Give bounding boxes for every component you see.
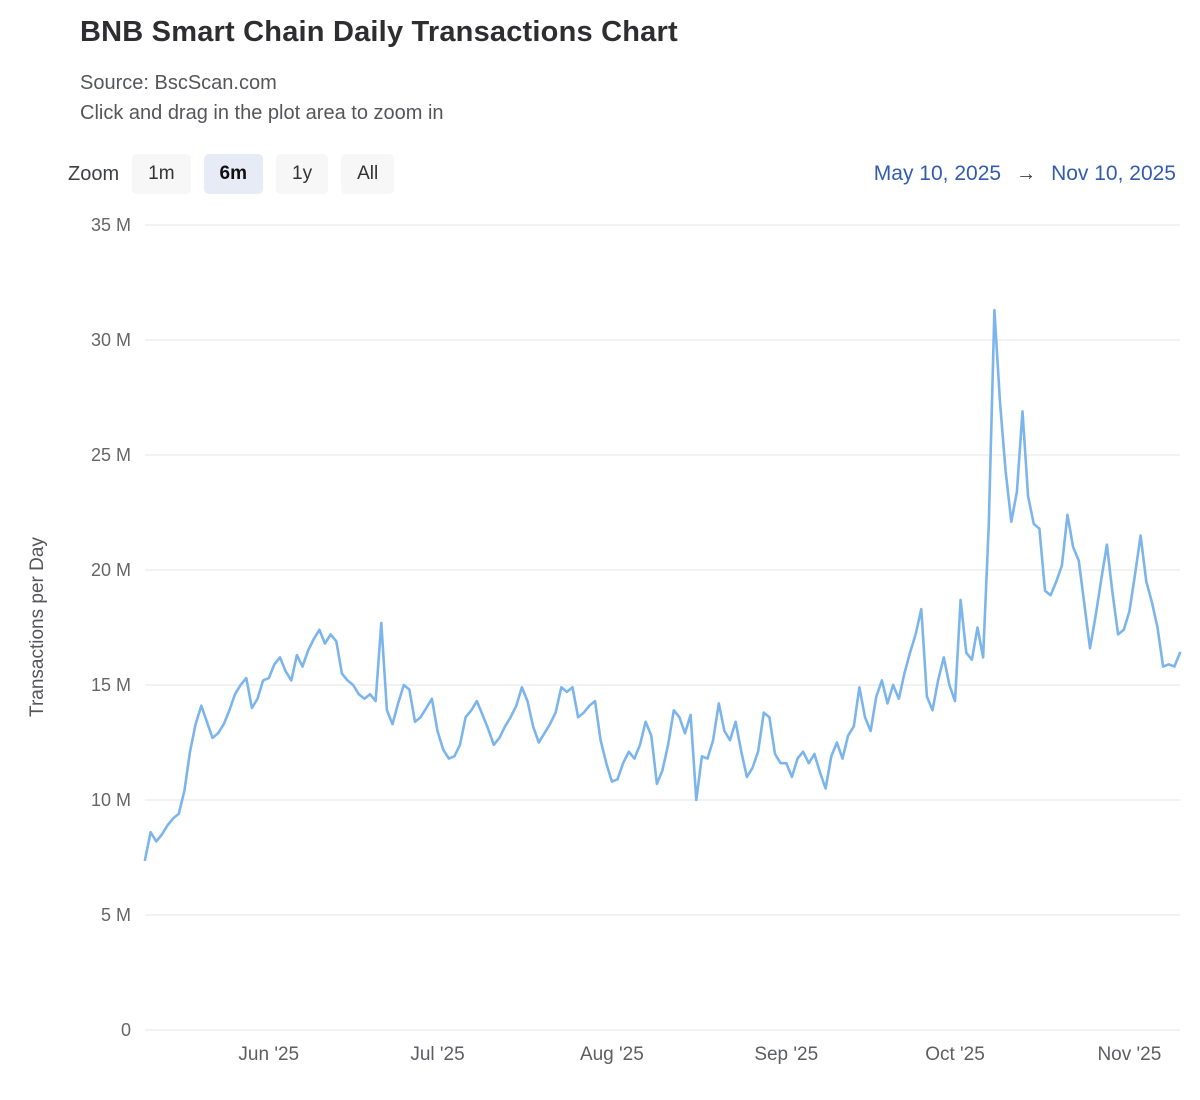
y-axis-tick-label: 5 M <box>101 905 131 925</box>
x-axis-tick-label: Nov '25 <box>1097 1044 1161 1065</box>
zoom-button-6m[interactable]: 6m <box>203 154 263 194</box>
zoom-controls: Zoom 1m 6m 1y All <box>68 154 407 194</box>
chart-zoom-hint: Click and drag in the plot area to zoom … <box>80 102 444 124</box>
x-axis-tick-label: Jul '25 <box>410 1044 464 1065</box>
x-axis-tick-label: Sep '25 <box>754 1044 818 1065</box>
y-axis-tick-label: 0 <box>121 1020 131 1040</box>
range-end-input[interactable]: Nov 10, 2025 <box>1051 162 1176 185</box>
x-axis-tick-label: Oct '25 <box>925 1044 985 1065</box>
zoom-button-all[interactable]: All <box>341 154 395 194</box>
y-axis-tick-label: 25 M <box>91 445 131 465</box>
y-axis-tick-label: 20 M <box>91 560 131 580</box>
transactions-line-series <box>143 308 1182 862</box>
y-axis-tick-label: 35 M <box>91 215 131 235</box>
x-axis-tick-label: Jun '25 <box>238 1044 299 1065</box>
range-start-input[interactable]: May 10, 2025 <box>873 162 1002 185</box>
x-axis-tick-label: Aug '25 <box>580 1044 644 1065</box>
y-axis-tick-label: 10 M <box>91 790 131 810</box>
zoom-label: Zoom <box>68 162 120 185</box>
page-title: BNB Smart Chain Daily Transactions Chart <box>80 16 678 48</box>
y-axis-tick-label: 30 M <box>91 330 131 350</box>
date-range-selector: May 10, 2025 → Nov 10, 2025 <box>874 154 1176 194</box>
plot-area[interactable] <box>145 200 1180 1030</box>
y-axis-tick-label: 15 M <box>91 675 131 695</box>
chart-source: Source: BscScan.com <box>80 72 277 94</box>
zoom-button-1m[interactable]: 1m <box>132 154 191 194</box>
zoom-button-1y[interactable]: 1y <box>276 154 329 194</box>
range-arrow-icon: → <box>1016 162 1037 185</box>
